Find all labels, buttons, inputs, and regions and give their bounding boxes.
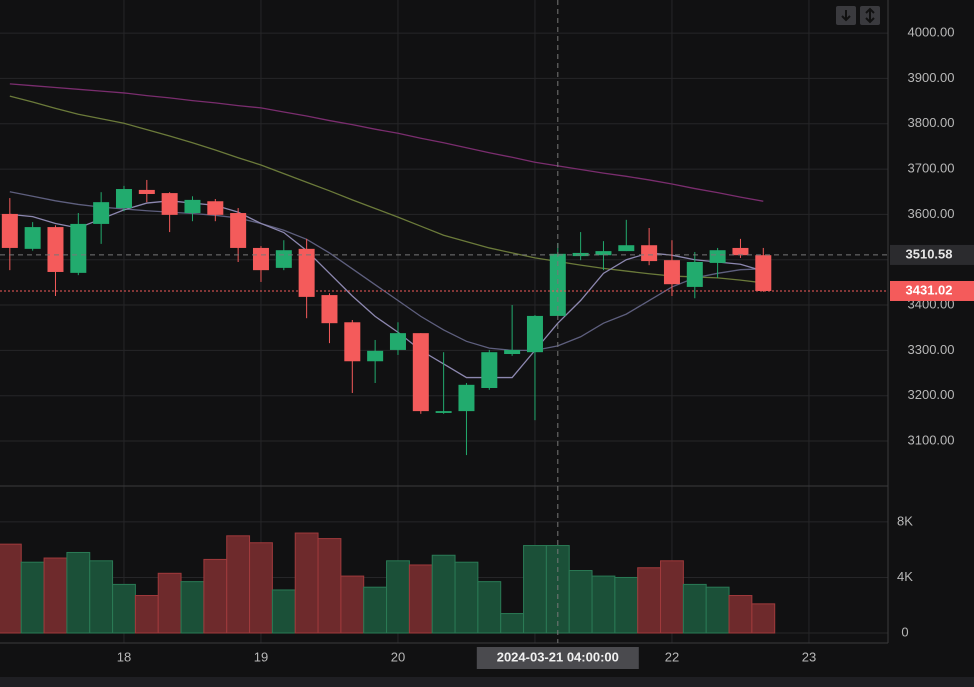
candle-body <box>184 199 201 214</box>
candle-body <box>47 227 64 272</box>
candle-body <box>298 248 315 297</box>
volume-bar <box>20 561 45 634</box>
candle-body <box>732 247 749 256</box>
candle-body <box>70 223 87 273</box>
volume-bar <box>112 583 136 634</box>
icon <box>865 7 875 24</box>
last-price-tag <box>890 280 974 301</box>
crosshair-time-tag <box>476 647 639 669</box>
volume-tick-label: 4K <box>897 569 913 584</box>
moving-average <box>9 83 764 202</box>
volume-bar <box>157 572 182 634</box>
candle-body <box>252 247 269 271</box>
candle-body <box>526 315 543 353</box>
volume-bar <box>386 560 410 634</box>
candle-body <box>367 350 384 362</box>
volume-bar <box>637 567 662 634</box>
volume-bar <box>431 554 456 634</box>
moving-average <box>9 95 764 284</box>
candle-body <box>115 189 132 209</box>
y-tick-label: 3100.00 <box>908 432 955 447</box>
crosshair-price-tag <box>890 244 974 265</box>
volume-bar <box>614 576 639 634</box>
volume-bar <box>751 603 776 634</box>
volume-bar <box>363 586 388 634</box>
volume-bar <box>134 595 159 634</box>
candle-body <box>755 255 772 291</box>
candle-body <box>230 213 247 248</box>
candle-body <box>595 251 612 256</box>
volume-bar <box>340 575 365 634</box>
volume-bar <box>477 581 502 634</box>
candle-body <box>618 245 635 252</box>
candle-body <box>641 245 658 262</box>
candle-body <box>207 201 224 215</box>
volume-bar <box>500 613 525 634</box>
candle-body <box>686 261 703 287</box>
candle-body <box>1 213 18 248</box>
volume-bar <box>454 561 479 634</box>
volume-bar <box>408 564 433 634</box>
last-price: 3431.02 <box>906 282 953 297</box>
volume-bar <box>660 560 684 634</box>
candle-body <box>481 352 498 388</box>
volume-tick-label: 8K <box>897 513 913 528</box>
candle-body <box>663 260 680 285</box>
candle-body <box>161 193 178 215</box>
volume-bar <box>226 535 251 634</box>
candle-body <box>435 411 452 413</box>
candle-body <box>549 253 566 316</box>
volume-bar <box>591 575 616 634</box>
volume-bar <box>271 589 296 634</box>
candle-body <box>389 333 406 350</box>
x-tick-label: 19 <box>254 649 268 664</box>
crosshair-price: 3510.58 <box>906 246 953 261</box>
volume-tick-label: 0 <box>901 624 908 639</box>
x-tick-label: 22 <box>665 649 679 664</box>
volume-bar <box>682 583 707 634</box>
volume-bar <box>523 545 547 634</box>
candle-body <box>93 202 110 224</box>
volume-bar <box>728 595 753 634</box>
candle-body <box>412 333 429 412</box>
crosshair-time: 2024-03-21 04:00:00 <box>497 649 619 664</box>
y-tick-label: 3600.00 <box>908 206 955 221</box>
volume-bar <box>249 542 273 634</box>
volume-bar <box>317 538 342 634</box>
volume-bar <box>294 532 319 634</box>
moving-average <box>9 200 764 379</box>
y-tick-label: 3700.00 <box>908 161 955 176</box>
y-tick-label: 3200.00 <box>908 387 955 402</box>
x-tick-label: 18 <box>117 649 131 664</box>
x-tick-label: 23 <box>802 649 816 664</box>
volume-bar <box>89 560 114 634</box>
candle-body <box>709 250 726 263</box>
candle-body <box>458 384 475 412</box>
candle-body <box>24 227 41 249</box>
y-tick-label: 4000.00 <box>908 25 955 40</box>
volume-bar <box>568 570 593 634</box>
toolbar-icons[interactable] <box>836 6 880 25</box>
candle-body <box>504 349 521 355</box>
y-tick-label: 3900.00 <box>908 70 955 85</box>
volume-bar <box>180 581 205 634</box>
moving-average <box>9 191 764 352</box>
candle-body <box>275 250 292 268</box>
volume-bar <box>66 551 91 634</box>
candle-body <box>321 295 338 324</box>
icon <box>841 10 851 22</box>
candle-body <box>138 189 155 194</box>
volume-bar <box>43 557 68 634</box>
volume-bar <box>203 558 228 634</box>
candle-body <box>344 322 361 362</box>
volume-bar <box>0 543 22 634</box>
volume-bar <box>705 586 730 634</box>
y-tick-label: 3800.00 <box>908 115 955 130</box>
y-tick-label: 3300.00 <box>908 342 955 357</box>
x-tick-label: 20 <box>391 649 405 664</box>
bottom-bar <box>0 677 974 687</box>
